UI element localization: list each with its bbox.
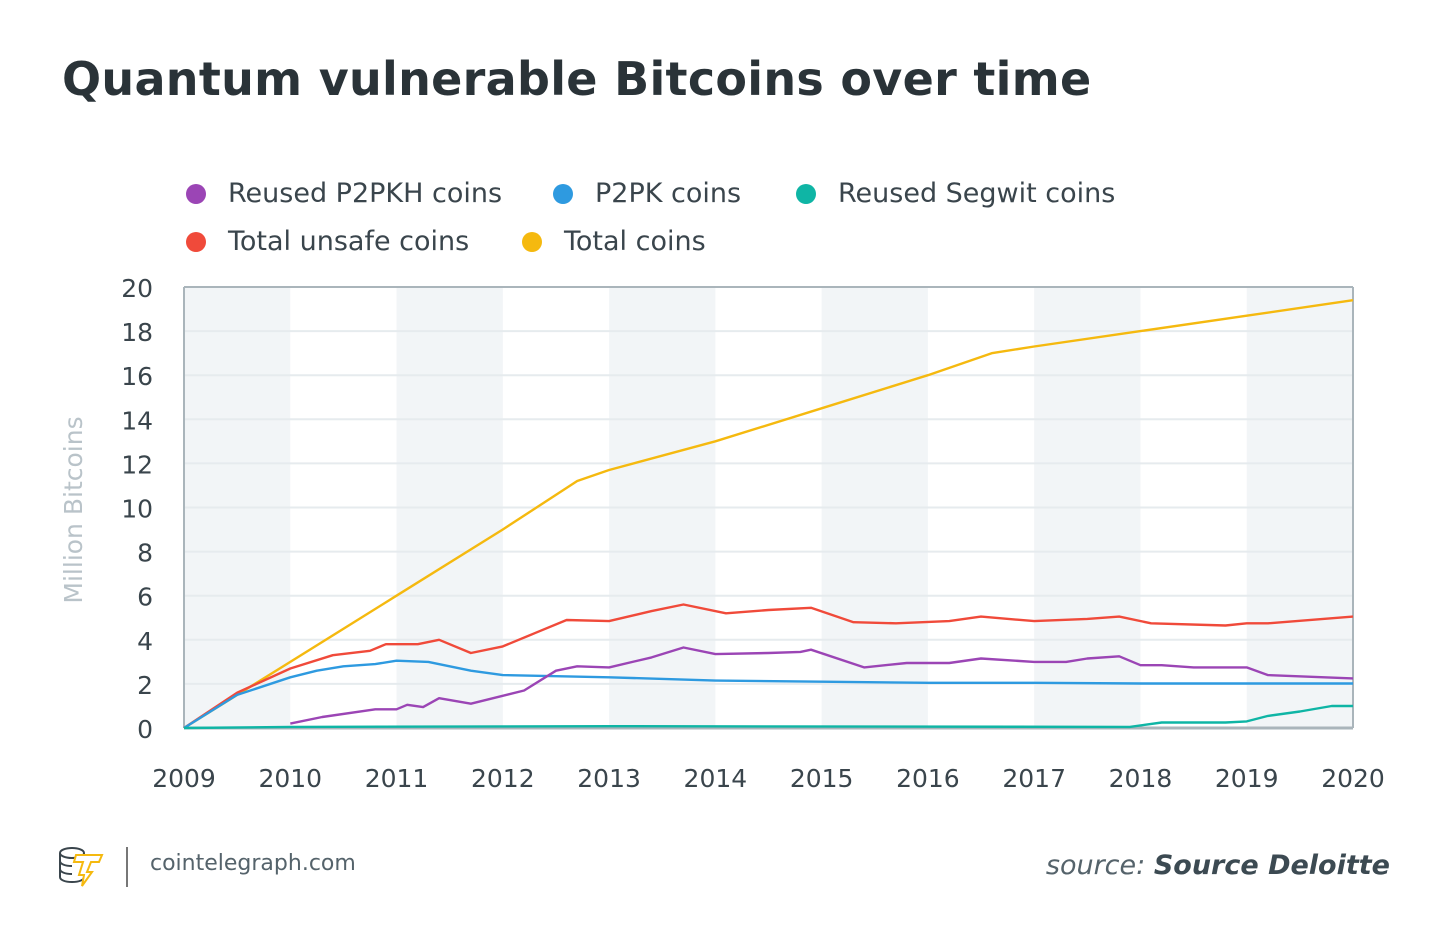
y-tick-label: 12 [121,450,153,479]
y-tick-label: 20 [121,274,153,303]
legend-dot-icon [796,183,816,204]
x-tick-label: 2010 [258,764,322,793]
y-tick-label: 14 [121,406,153,435]
source-credit: source: Source Deloitte [1046,850,1390,881]
y-tick-label: 0 [137,715,153,744]
series-line-total-coins [183,299,1354,730]
x-tick-label: 2016 [896,764,960,793]
legend-dot-icon [186,183,206,204]
footer-divider [126,847,128,887]
legend-item: P2PK coins [553,178,741,209]
legend-item: Total unsafe coins [186,226,469,257]
legend-dot-icon [553,183,573,204]
series-line-total-unsafe-coins [183,603,1354,729]
series-line-p2pk-coins [183,659,1353,730]
x-tick-label: 2019 [1215,764,1279,793]
legend-item: Reused P2PKH coins [186,178,502,209]
legend-label: Reused Segwit coins [838,178,1116,209]
x-tick-label: 2017 [1002,764,1066,793]
series-line-reused-p2pkh-coins [290,646,1354,725]
legend-dot-icon [522,231,542,252]
source-name: Source Deloitte [1153,850,1390,881]
legend-item: Reused Segwit coins [796,178,1115,209]
y-tick-label: 8 [137,539,153,568]
y-axis-label: Million Bitcoins [59,416,88,603]
legend-label: P2PK coins [595,178,742,209]
y-tick-label: 10 [121,495,153,524]
y-tick-label: 16 [121,362,153,391]
x-tick-label: 2013 [577,764,641,793]
footer-site-link[interactable]: cointelegraph.com [150,851,356,876]
y-tick-label: 4 [137,627,153,656]
legend-dot-icon [186,231,206,252]
x-tick-label: 2009 [152,764,216,793]
x-tick-label: 2011 [365,764,429,793]
x-tick-label: 2014 [684,764,748,793]
chart-title: Quantum vulnerable Bitcoins over time [62,52,1092,106]
legend-label: Total coins [564,226,706,257]
legend-label: Total unsafe coins [228,226,470,257]
x-tick-label: 2012 [471,764,535,793]
cointelegraph-logo-icon [58,845,106,891]
x-tick-label: 2018 [1109,764,1173,793]
x-tick-label: 2020 [1321,764,1385,793]
legend-item: Total coins [522,226,706,257]
source-prefix: source: [1045,850,1146,881]
y-tick-label: 6 [137,583,153,612]
legend-label: Reused P2PKH coins [228,178,503,209]
x-tick-label: 2015 [790,764,854,793]
y-tick-label: 2 [137,671,153,700]
series-line-reused-segwit-coins [183,704,1353,730]
y-tick-label: 18 [121,318,153,347]
